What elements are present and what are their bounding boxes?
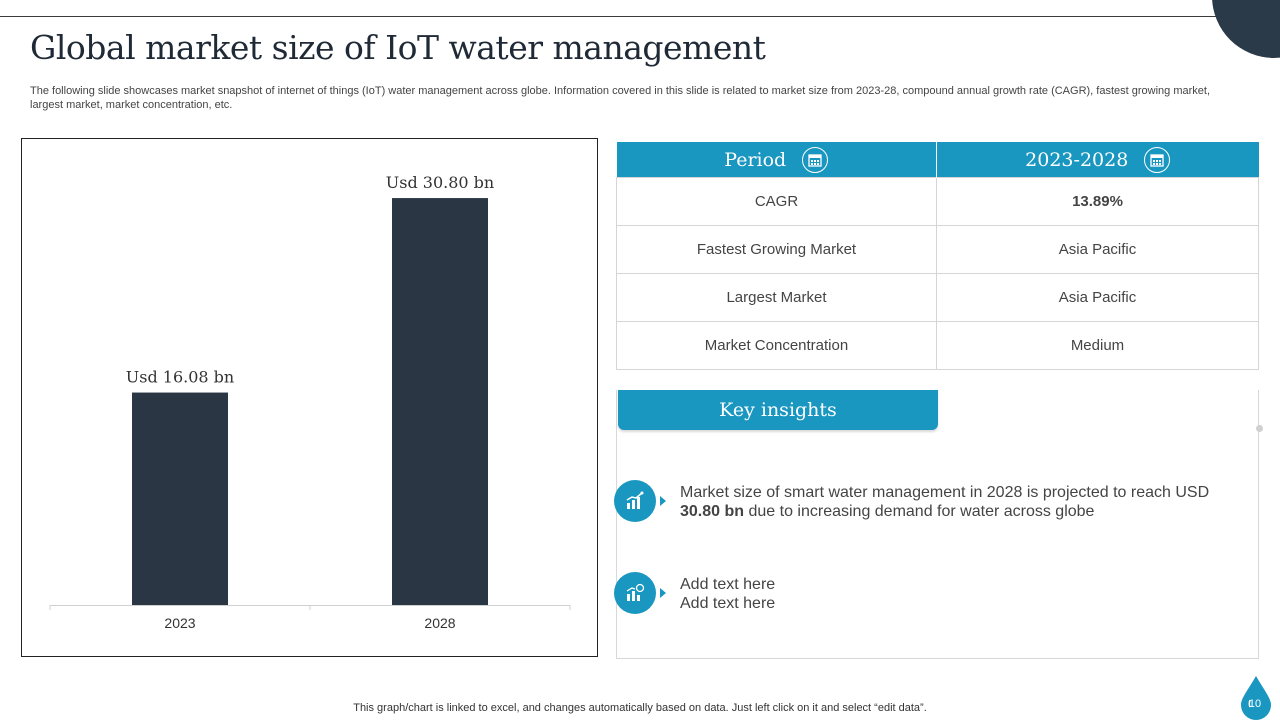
table-row: CAGR 13.89% [616,177,1259,226]
bar-chart-svg: Usd 16.08 bn 2023 Usd 30.80 bn 2028 [49,173,571,631]
table-row: Market Concentration Medium [616,321,1259,370]
insight-text-2-line2: Add text here [680,595,776,612]
market-size-chart[interactable]: Usd 16.08 bn 2023 Usd 30.80 bn 2028 [21,138,598,657]
bar-chart-money-icon [614,572,656,614]
page-subtitle: The following slide showcases market sna… [30,85,1211,111]
insights-panel [616,390,1259,659]
page-title: Global market size of IoT water manageme… [30,28,766,67]
header-period: Period [616,142,937,178]
row-label-fastest-growing: Fastest Growing Market [616,225,937,274]
row-label-concentration: Market Concentration [616,321,937,370]
footer-note: This graph/chart is linked to excel, and… [353,702,927,714]
insight-text-1: Market size of smart water management in… [680,483,1240,521]
insight-pointer [660,588,666,598]
panel-dot [1256,425,1263,432]
calendar-icon [802,146,829,173]
header-years-label: 2023-2028 [1025,148,1129,171]
insight-text-1-part: Market size of smart water management in… [680,484,1210,501]
corner-decoration [1212,0,1280,58]
row-label-largest: Largest Market [616,273,937,322]
row-value-fastest-growing: Asia Pacific [936,225,1259,274]
bar-2023[interactable] [132,392,228,605]
row-value-cagr: 13.89% [936,177,1259,226]
header-period-label: Period [724,148,787,171]
row-label-cagr: CAGR [616,177,937,226]
row-value-concentration: Medium [936,321,1259,370]
row-value-largest: Asia Pacific [936,273,1259,322]
growth-chart-icon [614,480,656,522]
table-row: Largest Market Asia Pacific [616,273,1259,322]
insights-heading: Key insights [618,390,938,430]
water-drop-icon [1241,676,1271,720]
insight-text-1-bold: 30.80 bn [680,503,745,520]
bar-2028[interactable] [392,198,488,606]
table-row: Fastest Growing Market Asia Pacific [616,225,1259,274]
header-years: 2023-2028 [936,142,1259,178]
tick-label-2028: 2028 [424,615,455,631]
table-header-row: Period 2023-2028 [616,142,1259,178]
data-label-2023: Usd 16.08 bn [126,368,234,387]
insight-text-2-line1: Add text here [680,576,776,593]
data-label-2028: Usd 30.80 bn [386,173,494,192]
calendar-icon [1144,146,1171,173]
insight-text-2: Add text here Add text here [680,575,1240,613]
insight-pointer [660,496,666,506]
tick-label-2023: 2023 [164,615,195,631]
market-snapshot-table: Period 2023-2028 [616,142,1259,370]
insight-text-1-rest: due to increasing demand for water acros… [744,503,1095,520]
page-number: 10 [1248,698,1262,710]
top-divider [0,16,1230,17]
